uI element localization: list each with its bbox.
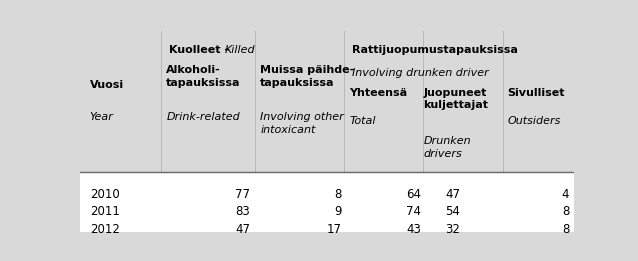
Text: Alkoholi-
tapauksissa: Alkoholi- tapauksissa [167,66,241,88]
Text: Drunken
drivers: Drunken drivers [424,136,471,159]
Text: 47: 47 [445,188,461,201]
Text: 4: 4 [561,188,569,201]
Text: Kuolleet –: Kuolleet – [168,45,234,55]
Text: 8: 8 [562,223,569,236]
FancyBboxPatch shape [80,172,574,232]
Text: 17: 17 [327,223,342,236]
Text: 9: 9 [334,205,342,218]
Text: Outsiders: Outsiders [507,116,561,126]
Text: Involving drunken driver: Involving drunken driver [352,68,489,79]
Text: 64: 64 [406,188,421,201]
Text: 8: 8 [562,205,569,218]
Text: Vuosi: Vuosi [89,80,124,90]
Text: Juopuneet
kuljettajat: Juopuneet kuljettajat [424,88,489,110]
Text: 54: 54 [445,205,461,218]
Text: 2012: 2012 [89,223,119,236]
Text: Year: Year [89,112,114,122]
Text: 77: 77 [235,188,250,201]
Text: 8: 8 [334,188,342,201]
Text: 32: 32 [445,223,461,236]
Text: Yhteensä: Yhteensä [349,88,407,98]
Text: Sivulliset: Sivulliset [507,88,565,98]
Text: Drink-related: Drink-related [167,112,240,122]
Text: Involving other
intoxicant: Involving other intoxicant [260,112,344,134]
Text: Muissa päihde-
tapauksissa: Muissa päihde- tapauksissa [260,66,355,88]
Text: Killed: Killed [225,45,255,55]
Text: 43: 43 [406,223,421,236]
Text: 47: 47 [235,223,250,236]
Text: Total: Total [349,116,376,126]
Text: 74: 74 [406,205,421,218]
Text: 2011: 2011 [89,205,119,218]
Text: 83: 83 [235,205,250,218]
Text: Rattijuopumustapauksissa: Rattijuopumustapauksissa [352,45,517,55]
Text: 2010: 2010 [89,188,119,201]
